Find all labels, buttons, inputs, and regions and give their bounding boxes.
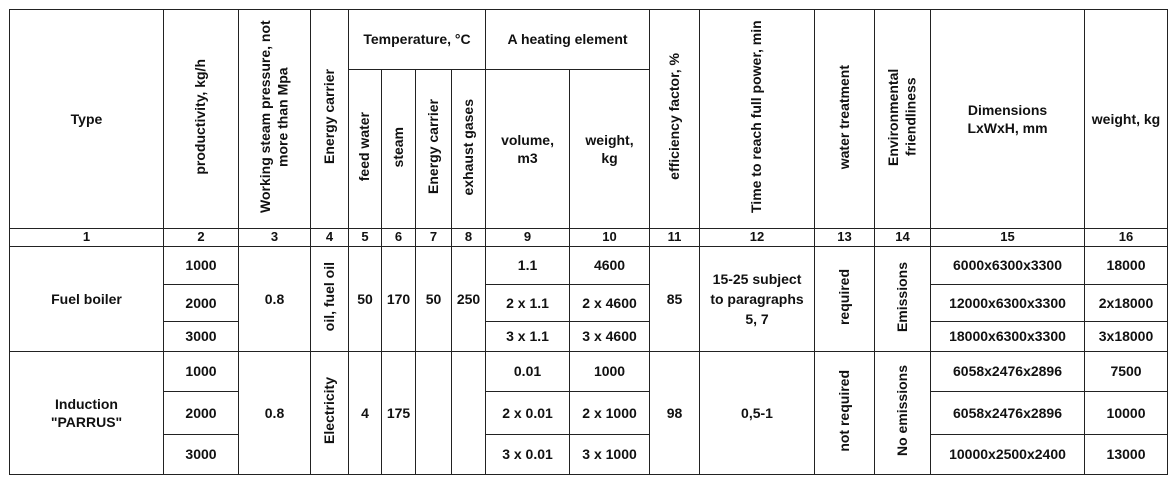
environmental-cell: No emissions — [874, 351, 932, 475]
he-weight-cell: 2 x 1000 — [569, 391, 651, 435]
weight-cell: 3x18000 — [1084, 321, 1169, 352]
dimensions-cell: 12000x6300x3300 — [930, 284, 1086, 322]
column-number: 9 — [485, 228, 571, 247]
efficiency-cell: 98 — [649, 351, 701, 475]
volume-cell: 2 x 1.1 — [485, 284, 571, 322]
fuel-boiler-row: Fuel boiler 1000 0.8 oil, fuel oil 50 17… — [9, 246, 1169, 352]
weight-cell: 7500 — [1084, 351, 1169, 392]
header-energy-carrier: Energy carrier — [310, 9, 349, 229]
fuel-boiler-row: 3000 3 x 1.1 3 x 4600 18000x6300x3300 3x… — [10, 321, 1169, 352]
pressure-cell: 0.8 — [238, 351, 311, 475]
header-exhaust-gases: exhaust gases — [450, 69, 487, 229]
header-efficiency: efficiency factor, % — [649, 9, 701, 229]
productivity-cell: 1000 — [163, 351, 239, 392]
volume-cell: 0.01 — [485, 351, 571, 392]
volume-cell: 3 x 1.1 — [485, 321, 571, 352]
he-weight-cell: 4600 — [569, 246, 651, 285]
steam-cell: 170 — [381, 246, 416, 352]
header-row-2: feed water steam Energy carrier exhaust … — [10, 69, 1168, 229]
header-productivity: productivity, kg/h — [163, 9, 239, 229]
column-number: 3 — [238, 228, 311, 247]
column-number: 7 — [415, 228, 452, 247]
header-time-full-power: Time to reach full power, min — [699, 9, 816, 229]
column-number: 13 — [814, 228, 876, 247]
time-full-power-cell: 0,5-1 — [699, 351, 816, 475]
column-number: 15 — [930, 228, 1086, 247]
volume-cell: 3 x 0.01 — [485, 434, 571, 475]
type-cell: Induction "PARRUS" — [9, 351, 164, 475]
header-steam: steam — [381, 69, 416, 229]
induction-row: 2000 2 x 0.01 2 x 1000 6058x2476x2896 10… — [10, 391, 1169, 435]
header-heating-element: A heating element — [485, 9, 651, 70]
water-treatment-cell: required — [814, 246, 876, 352]
weight-cell: 18000 — [1084, 246, 1169, 285]
productivity-cell: 2000 — [163, 391, 239, 435]
weight-cell: 2x18000 — [1084, 284, 1169, 322]
column-number: 14 — [874, 228, 932, 247]
environmental-cell: Emissions — [874, 246, 932, 352]
column-number: 5 — [348, 228, 382, 247]
column-number: 6 — [381, 228, 416, 247]
he-weight-cell: 3 x 1000 — [569, 434, 651, 475]
header-temp-energy-carrier: Energy carrier — [415, 69, 452, 229]
header-pressure: Working steam pressure, not more than Mp… — [238, 9, 311, 229]
time-full-power-cell: 15-25 subject to paragraphs 5, 7 — [699, 246, 816, 352]
he-weight-cell: 1000 — [569, 351, 651, 392]
column-number: 12 — [699, 228, 816, 247]
exhaust-cell — [450, 351, 487, 475]
pressure-cell: 0.8 — [238, 246, 311, 352]
boiler-comparison-table: Type productivity, kg/h Working steam pr… — [9, 9, 1169, 475]
productivity-cell: 2000 — [163, 284, 239, 322]
weight-cell: 10000 — [1084, 391, 1169, 435]
he-weight-cell: 3 x 4600 — [569, 321, 651, 352]
dimensions-cell: 6058x2476x2896 — [930, 391, 1086, 435]
efficiency-cell: 85 — [649, 246, 701, 352]
header-water-treatment: water treatment — [814, 9, 876, 229]
temp-carrier-cell — [415, 351, 452, 475]
column-number: 1 — [9, 228, 164, 247]
column-number-row: 1 2 3 4 5 6 7 8 9 10 11 12 13 14 15 16 — [9, 228, 1169, 247]
header-weight: weight, kg — [1084, 9, 1169, 229]
header-feed-water: feed water — [348, 69, 382, 229]
volume-cell: 2 x 0.01 — [485, 391, 571, 435]
column-number: 4 — [310, 228, 349, 247]
dimensions-cell: 6058x2476x2896 — [930, 351, 1086, 392]
induction-row: 3000 3 x 0.01 3 x 1000 10000x2500x2400 1… — [10, 434, 1169, 475]
header-type: Type — [9, 9, 164, 229]
steam-cell: 175 — [381, 351, 416, 475]
energy-carrier-cell: Electricity — [310, 351, 349, 475]
column-number: 10 — [569, 228, 651, 247]
dimensions-cell: 6000x6300x3300 — [930, 246, 1086, 285]
temp-carrier-cell: 50 — [415, 246, 452, 352]
productivity-cell: 3000 — [163, 434, 239, 475]
volume-cell: 1.1 — [485, 246, 571, 285]
weight-cell: 13000 — [1084, 434, 1169, 475]
column-number: 16 — [1084, 228, 1169, 247]
feed-water-cell: 4 — [348, 351, 382, 475]
induction-row: Induction "PARRUS" 1000 0.8 Electricity … — [9, 351, 1169, 475]
dimensions-cell: 10000x2500x2400 — [930, 434, 1086, 475]
feed-water-cell: 50 — [348, 246, 382, 352]
he-weight-cell: 2 x 4600 — [569, 284, 651, 322]
header-environmental: Environmental friendliness — [874, 9, 932, 229]
productivity-cell: 3000 — [163, 321, 239, 352]
column-number: 2 — [163, 228, 239, 247]
dimensions-cell: 18000x6300x3300 — [930, 321, 1086, 352]
column-number: 8 — [450, 228, 487, 247]
exhaust-cell: 250 — [450, 246, 487, 352]
energy-carrier-cell: oil, fuel oil — [310, 246, 349, 352]
header-volume: volume, m3 — [485, 69, 571, 229]
column-number: 11 — [649, 228, 701, 247]
type-cell: Fuel boiler — [9, 246, 164, 352]
productivity-cell: 1000 — [163, 246, 239, 285]
water-treatment-cell: not required — [814, 351, 876, 475]
header-dimensions: Dimensions LxWxH, mm — [930, 9, 1086, 229]
fuel-boiler-row: 2000 2 x 1.1 2 x 4600 12000x6300x3300 2x… — [10, 284, 1169, 322]
header-row-1: Type productivity, kg/h Working steam pr… — [9, 9, 1169, 229]
header-temperature: Temperature, °C — [347, 9, 487, 70]
header-he-weight: weight, kg — [569, 69, 651, 229]
